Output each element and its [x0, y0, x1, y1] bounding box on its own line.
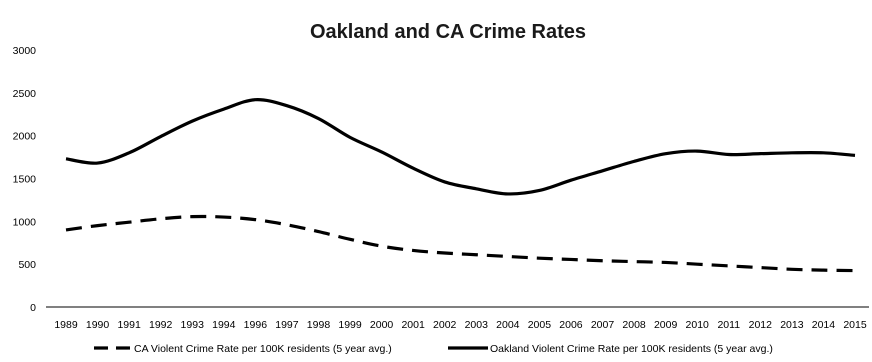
x-tick-label: 2015: [843, 319, 867, 331]
series-line-oakland: [65, 98, 856, 196]
series-group: [65, 98, 856, 273]
x-tick-label: 1992: [149, 319, 173, 331]
x-tick-label: 2008: [622, 319, 646, 331]
x-tick-label: 2013: [780, 319, 804, 331]
x-tick-label: 2012: [749, 319, 773, 331]
series-line-ca: [65, 214, 856, 273]
legend-label: CA Violent Crime Rate per 100K residents…: [134, 343, 392, 355]
x-tick-label: 2002: [433, 319, 457, 331]
x-tick-label: 2006: [559, 319, 583, 331]
x-tick-label: 2014: [812, 319, 836, 331]
x-tick-label: 2003: [465, 319, 489, 331]
y-tick-label: 2000: [13, 131, 37, 143]
x-tick-label: 1996: [244, 319, 268, 331]
x-tick-label: 1990: [86, 319, 110, 331]
x-tick-label: 1993: [181, 319, 205, 331]
y-axis-ticks: 0 500 1000 1500 2000 2500 3000: [13, 45, 37, 314]
x-tick-label: 2004: [496, 319, 520, 331]
x-tick-label: 1991: [117, 319, 141, 331]
chart-title: Oakland and CA Crime Rates: [310, 21, 586, 43]
x-tick-label: 2000: [370, 319, 394, 331]
y-tick-label: 0: [30, 302, 36, 314]
x-tick-label: 1989: [54, 319, 78, 331]
x-tick-label: 1998: [307, 319, 331, 331]
legend-label: Oakland Violent Crime Rate per 100K resi…: [490, 343, 773, 355]
y-tick-label: 3000: [13, 45, 37, 57]
x-tick-label: 2005: [528, 319, 552, 331]
legend: CA Violent Crime Rate per 100K residents…: [94, 343, 773, 355]
x-tick-label: 2011: [717, 319, 740, 331]
x-tick-label: 1999: [338, 319, 362, 331]
y-tick-label: 1500: [13, 174, 37, 186]
x-tick-label: 2009: [654, 319, 678, 331]
y-tick-label: 1000: [13, 216, 37, 228]
x-tick-label: 1994: [212, 319, 236, 331]
y-tick-label: 2500: [13, 88, 37, 100]
x-tick-label: 2001: [401, 319, 425, 331]
x-axis-ticks: 1989 1990 1991 1992 1993 1994 1996 1997 1998 1999…: [54, 319, 867, 331]
x-tick-label: 2010: [686, 319, 710, 331]
y-tick-label: 500: [18, 259, 36, 271]
x-tick-label: 2007: [591, 319, 615, 331]
x-tick-label: 1997: [275, 319, 299, 331]
